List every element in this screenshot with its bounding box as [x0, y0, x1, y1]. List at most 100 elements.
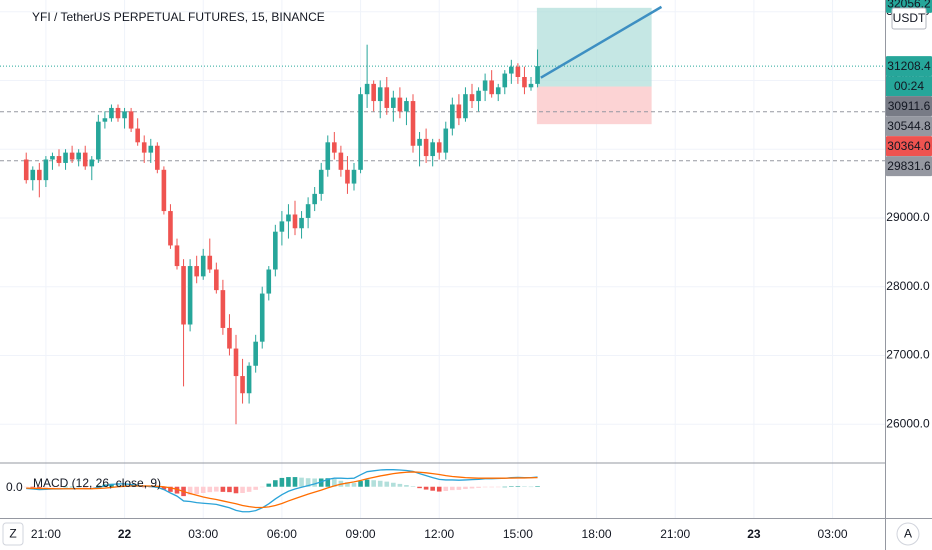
- candle-body: [430, 142, 435, 157]
- macd-histogram-bar: [168, 486, 173, 492]
- macd-histogram-bar: [174, 486, 180, 494]
- candle-body: [174, 245, 180, 267]
- macd-histogram-bar: [200, 486, 206, 493]
- candle-body: [141, 142, 147, 153]
- macd-histogram-bar: [495, 486, 501, 488]
- macd-histogram-bar: [312, 478, 317, 487]
- candle-body: [456, 104, 462, 119]
- candle-body: [227, 327, 232, 349]
- macd-histogram-bar: [299, 477, 304, 487]
- macd-histogram-bar: [397, 483, 403, 487]
- auto-scale-button[interactable]: [896, 522, 920, 546]
- price-label: 29831.6: [887, 159, 931, 173]
- candle-body: [292, 214, 298, 229]
- macd-histogram-bar: [161, 486, 167, 490]
- candle-body: [89, 159, 95, 167]
- macd-histogram-bar: [109, 483, 114, 487]
- macd-histogram-bar: [417, 486, 422, 489]
- candle-body: [168, 211, 173, 246]
- macd-histogram-bar: [96, 485, 101, 487]
- candle-body: [96, 121, 101, 160]
- macd-histogram-bar: [456, 486, 462, 490]
- candle-body: [391, 97, 396, 108]
- candle-body: [109, 107, 114, 119]
- macd-tick-label: 0.0: [6, 480, 23, 494]
- candle-body: [338, 152, 344, 170]
- countdown-box: [886, 76, 932, 97]
- macd-histogram-bar: [332, 479, 337, 487]
- currency-box[interactable]: [891, 7, 927, 30]
- price-label: 30544.8: [887, 119, 931, 133]
- macd-histogram-bar: [377, 480, 383, 487]
- macd-histogram-bar: [246, 486, 252, 492]
- macd-histogram-bar: [82, 486, 88, 488]
- candle-body: [404, 101, 409, 112]
- macd-histogram-bar: [220, 486, 226, 492]
- candle-body: [417, 138, 422, 146]
- macd-histogram-bar: [522, 486, 527, 487]
- macd-histogram-bar: [194, 486, 199, 495]
- candle-body: [214, 269, 219, 291]
- macd-histogram-bar: [410, 486, 416, 487]
- candle-body: [233, 348, 239, 377]
- candle-body: [115, 107, 121, 119]
- candle-body: [128, 111, 134, 129]
- macd-histogram-bar: [240, 486, 245, 493]
- auto-scale-label: A: [904, 527, 912, 541]
- candle-body: [56, 156, 62, 163]
- macd-histogram-bar: [364, 479, 370, 487]
- candle-body: [200, 255, 206, 277]
- macd-histogram-bar: [430, 486, 435, 491]
- macd-histogram-bar: [443, 486, 449, 491]
- macd-histogram-bar: [266, 483, 272, 487]
- candle-body: [358, 94, 363, 170]
- countdown: 00:24: [894, 79, 924, 93]
- macd-histogram-bar: [318, 478, 324, 487]
- candle-body: [476, 90, 481, 102]
- macd-line: [26, 469, 538, 513]
- time-axis: [0, 519, 885, 550]
- candle-body: [161, 169, 167, 212]
- macd-histogram-bar: [187, 486, 193, 495]
- candle-body: [305, 204, 311, 218]
- candle-body: [495, 87, 501, 95]
- candle-body: [43, 159, 49, 181]
- candle-body: [69, 152, 75, 160]
- macd-histogram-bar: [227, 486, 232, 493]
- candle-body: [135, 128, 140, 143]
- macd-histogram-bar: [214, 486, 219, 492]
- macd-histogram-bar: [273, 480, 278, 487]
- y-tick-label: 28000.0: [886, 279, 930, 293]
- price-label: 30364.0: [887, 139, 931, 153]
- macd-histogram-bar: [463, 486, 468, 490]
- macd-histogram-bar: [56, 486, 62, 488]
- macd-histogram-bar: [233, 486, 239, 494]
- macd-histogram-bar: [305, 478, 311, 487]
- macd-histogram-bar: [43, 486, 49, 488]
- candle-body: [469, 94, 475, 102]
- zoom-button[interactable]: [2, 522, 24, 546]
- candle-body: [82, 152, 88, 167]
- macd-histogram-bar: [50, 486, 55, 488]
- candle-body: [148, 145, 154, 153]
- x-tick-label: 22: [118, 527, 132, 541]
- price-label-box: [886, 56, 932, 77]
- candle-body: [299, 217, 304, 229]
- y-tick-label: 26000.0: [886, 416, 930, 430]
- zoom-button-label: Z: [9, 527, 16, 541]
- candle-body: [535, 66, 540, 84]
- candle-body: [522, 77, 527, 88]
- candle-body: [246, 365, 252, 394]
- macd-histogram-bar: [371, 480, 376, 487]
- candle-body: [286, 214, 291, 222]
- macd-histogram-bar: [469, 486, 475, 489]
- macd-histogram-bar: [279, 477, 285, 487]
- candle-body: [528, 83, 534, 88]
- candle-body: [240, 376, 245, 394]
- candle-body: [253, 341, 258, 366]
- candle-body: [423, 138, 429, 157]
- candle-body: [318, 169, 324, 194]
- candle-body: [371, 83, 376, 102]
- price-label: 32056.2: [887, 0, 931, 10]
